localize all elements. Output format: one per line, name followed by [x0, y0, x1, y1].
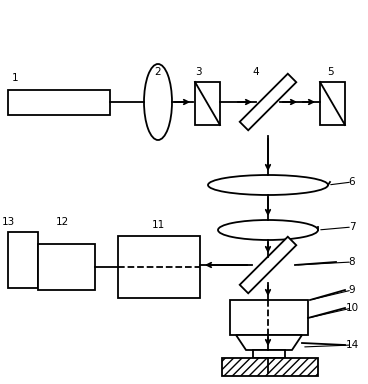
Text: 1: 1 — [12, 73, 18, 83]
Text: 10: 10 — [346, 303, 358, 313]
Polygon shape — [240, 74, 296, 130]
Text: 3: 3 — [195, 67, 201, 77]
Text: 11: 11 — [151, 220, 164, 230]
Ellipse shape — [218, 220, 318, 240]
Ellipse shape — [208, 175, 328, 195]
Text: 12: 12 — [55, 217, 68, 227]
Bar — [222, 358, 318, 376]
Text: 2: 2 — [155, 67, 161, 77]
Bar — [8, 232, 38, 288]
Text: 6: 6 — [349, 177, 355, 187]
Bar — [230, 300, 308, 335]
Bar — [38, 244, 95, 290]
Text: 14: 14 — [346, 340, 359, 350]
Text: 4: 4 — [253, 67, 259, 77]
Text: 5: 5 — [327, 67, 333, 77]
Bar — [8, 90, 110, 115]
Bar — [320, 82, 345, 125]
Polygon shape — [240, 237, 296, 293]
Ellipse shape — [144, 64, 172, 140]
Bar — [118, 236, 200, 298]
Text: 9: 9 — [349, 285, 355, 295]
Text: 13: 13 — [1, 217, 15, 227]
Bar — [195, 82, 220, 125]
Text: 7: 7 — [349, 222, 355, 232]
Text: 8: 8 — [349, 257, 355, 267]
Bar — [253, 350, 285, 358]
Polygon shape — [236, 335, 302, 350]
